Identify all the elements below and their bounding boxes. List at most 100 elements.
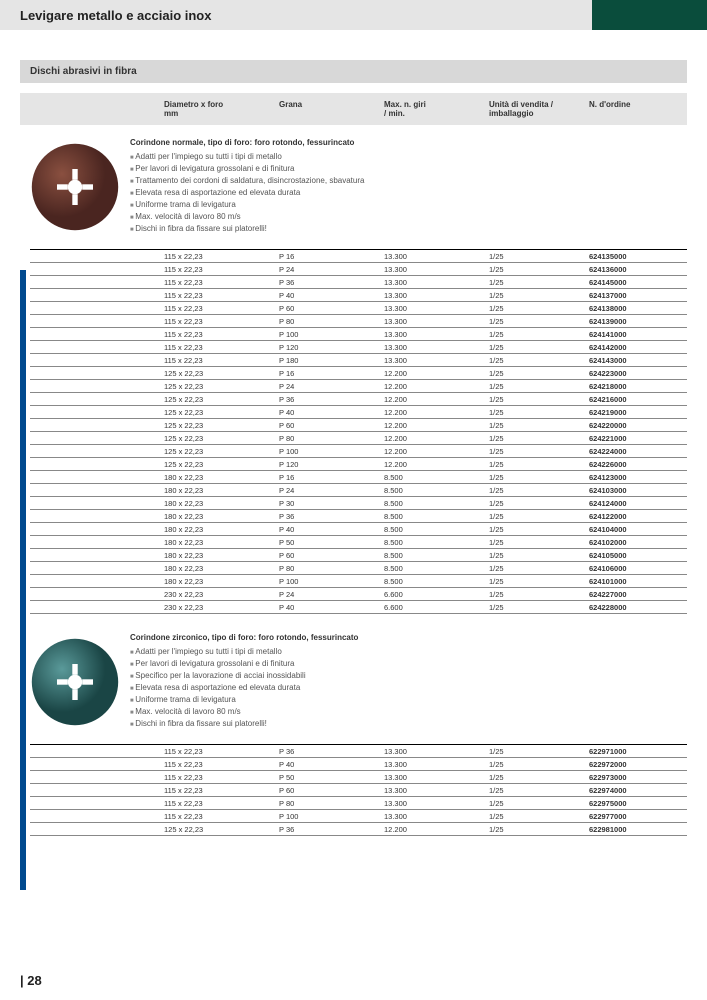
cell: 12.200: [380, 460, 485, 469]
cell: 1/25: [485, 773, 585, 782]
cell: 1/25: [485, 317, 585, 326]
cell: [30, 369, 160, 378]
cell: 624122000: [585, 512, 675, 521]
cell: 115 x 22,23: [160, 265, 275, 274]
bullet-item: Per lavori di levigatura grossolani e di…: [130, 658, 687, 670]
cell: P 80: [275, 564, 380, 573]
cell: 624103000: [585, 486, 675, 495]
cell: 13.300: [380, 291, 485, 300]
cell: 1/25: [485, 786, 585, 795]
cell: 624101000: [585, 577, 675, 586]
cell: [30, 265, 160, 274]
cell: 1/25: [485, 486, 585, 495]
cell: 180 x 22,23: [160, 525, 275, 534]
cell: 624104000: [585, 525, 675, 534]
cell: 13.300: [380, 278, 485, 287]
bullet-item: Elevata resa di asportazione ed elevata …: [130, 187, 687, 199]
cell: 12.200: [380, 447, 485, 456]
cell: P 16: [275, 252, 380, 261]
cell: [30, 460, 160, 469]
cell: 13.300: [380, 747, 485, 756]
cell: [30, 551, 160, 560]
table-row: 180 x 22,23P 368.5001/25624122000: [30, 510, 687, 523]
cell: P 100: [275, 330, 380, 339]
cell: P 100: [275, 447, 380, 456]
cell: [30, 395, 160, 404]
cell: [30, 447, 160, 456]
cell: [30, 812, 160, 821]
cell: 180 x 22,23: [160, 499, 275, 508]
col-grain: Grana: [275, 98, 380, 120]
cell: P 40: [275, 760, 380, 769]
cell: 12.200: [380, 408, 485, 417]
cell: 1/25: [485, 278, 585, 287]
cell: [30, 590, 160, 599]
cell: 115 x 22,23: [160, 317, 275, 326]
cell: 125 x 22,23: [160, 382, 275, 391]
cell: [30, 408, 160, 417]
cell: 8.500: [380, 564, 485, 573]
cell: 1/25: [485, 447, 585, 456]
cell: P 36: [275, 825, 380, 834]
table-row: 125 x 22,23P 8012.2001/25624221000: [30, 432, 687, 445]
cell: P 24: [275, 265, 380, 274]
cell: [30, 773, 160, 782]
product-block-2: Corindone zirconico, tipo di foro: foro …: [20, 632, 687, 738]
cell: 13.300: [380, 812, 485, 821]
bullet-item: Uniforme trama di levigatura: [130, 199, 687, 211]
cell: 1/25: [485, 330, 585, 339]
table-row: 115 x 22,23P 4013.3001/25622972000: [30, 758, 687, 771]
cell: 1/25: [485, 577, 585, 586]
cell: 8.500: [380, 499, 485, 508]
cell: 8.500: [380, 525, 485, 534]
cell: [30, 330, 160, 339]
bullet-item: Trattamento dei cordoni di saldatura, di…: [130, 175, 687, 187]
col-diameter: Diametro x foro mm: [160, 98, 275, 120]
table-row: 125 x 22,23P 6012.2001/25624220000: [30, 419, 687, 432]
cell: 115 x 22,23: [160, 747, 275, 756]
cell: 1/25: [485, 512, 585, 521]
cell: 1/25: [485, 408, 585, 417]
cell: 624226000: [585, 460, 675, 469]
cell: P 40: [275, 291, 380, 300]
cell: P 24: [275, 486, 380, 495]
table-row: 125 x 22,23P 1612.2001/25624223000: [30, 367, 687, 380]
cell: 115 x 22,23: [160, 786, 275, 795]
cell: 622971000: [585, 747, 675, 756]
cell: 12.200: [380, 434, 485, 443]
table-row: 125 x 22,23P 3612.2001/25624216000: [30, 393, 687, 406]
cell: 1/25: [485, 265, 585, 274]
cell: P 80: [275, 317, 380, 326]
cell: 12.200: [380, 825, 485, 834]
cell: 1/25: [485, 603, 585, 612]
cell: 8.500: [380, 538, 485, 547]
cell: [30, 603, 160, 612]
cell: 180 x 22,23: [160, 577, 275, 586]
cell: 622974000: [585, 786, 675, 795]
cell: 12.200: [380, 395, 485, 404]
table-row: 180 x 22,23P 308.5001/25624124000: [30, 497, 687, 510]
cell: 230 x 22,23: [160, 590, 275, 599]
cell: 1/25: [485, 304, 585, 313]
cell: 1/25: [485, 825, 585, 834]
table-row: 125 x 22,23P 10012.2001/25624224000: [30, 445, 687, 458]
cell: 125 x 22,23: [160, 421, 275, 430]
cell: P 36: [275, 395, 380, 404]
cell: P 60: [275, 304, 380, 313]
product-block-1: Corindone normale, tipo di foro: foro ro…: [20, 137, 687, 243]
cell: 1/25: [485, 460, 585, 469]
product-description-2: Corindone zirconico, tipo di foro: foro …: [130, 632, 687, 730]
cell: [30, 564, 160, 573]
cell: P 60: [275, 551, 380, 560]
table-row: 125 x 22,23P 3612.2001/25622981000: [30, 823, 687, 836]
cell: 13.300: [380, 786, 485, 795]
cell: 115 x 22,23: [160, 330, 275, 339]
cell: P 60: [275, 421, 380, 430]
cell: 115 x 22,23: [160, 291, 275, 300]
bullet-item: Max. velocità di lavoro 80 m/s: [130, 211, 687, 223]
cell: 624224000: [585, 447, 675, 456]
cell: 13.300: [380, 265, 485, 274]
cell: 622975000: [585, 799, 675, 808]
cell: 624138000: [585, 304, 675, 313]
cell: 1/25: [485, 551, 585, 560]
